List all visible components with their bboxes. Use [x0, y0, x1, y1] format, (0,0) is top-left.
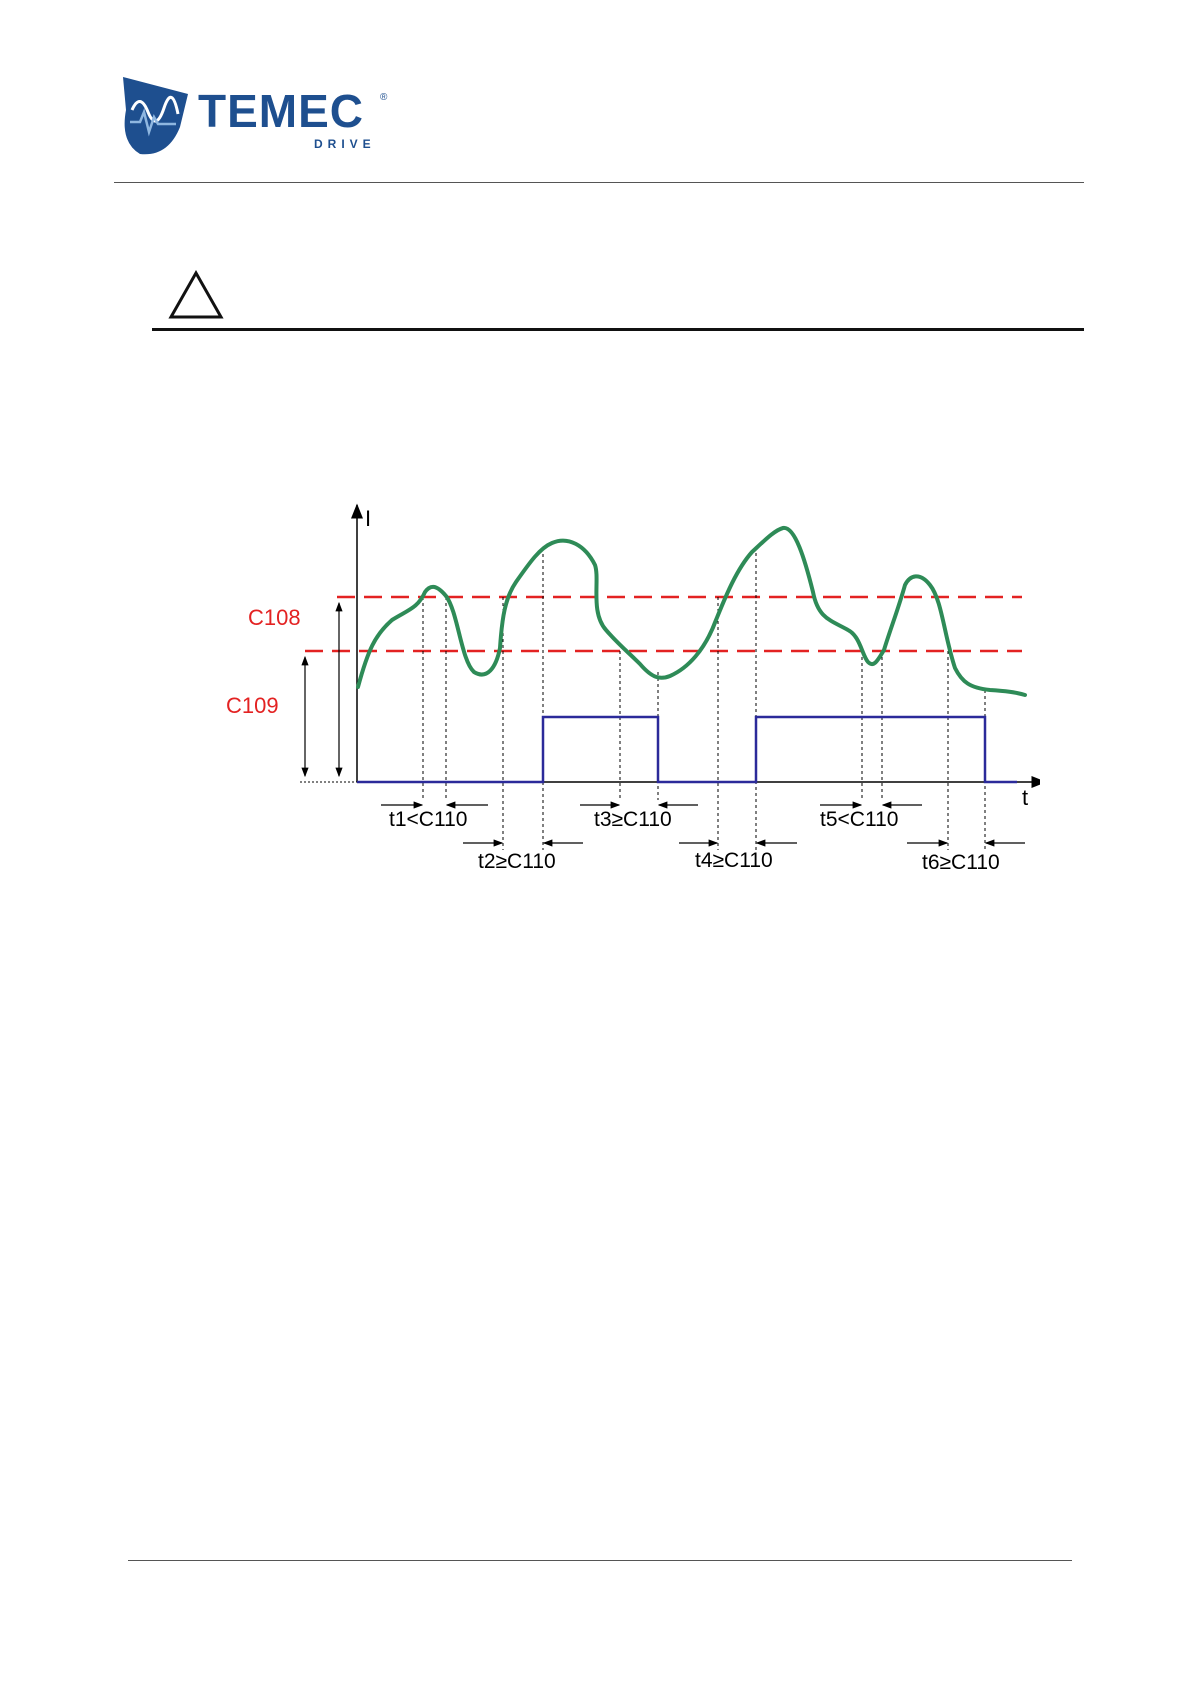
interval-t3-label: t3≥C110 [594, 808, 672, 831]
interval-t1-label: t1<C110 [389, 808, 467, 831]
logo-emblem-icon [123, 77, 188, 155]
footer-divider [128, 1560, 1072, 1561]
logo-registered-mark: ® [380, 92, 388, 103]
current-signal-trace [356, 526, 1027, 697]
output-signal-trace [357, 715, 1017, 784]
warning-heading [152, 260, 1084, 332]
interval-arrows [381, 801, 1025, 847]
interval-t2-label: t2≥C110 [478, 850, 556, 873]
current-threshold-diagram: I t C108 C109 [200, 490, 1047, 890]
threshold-c109-label: C109 [226, 693, 279, 718]
warning-triangle-icon [168, 270, 224, 319]
temec-drive-logo: TEMEC ® DRIVE [118, 72, 418, 162]
interval-t6-label: t6≥C110 [922, 851, 1000, 874]
logo-sub-text: DRIVE [314, 137, 376, 151]
threshold-c108-label: C108 [248, 605, 301, 630]
x-axis-label: t [1022, 785, 1028, 810]
logo-brand-text: TEMEC [198, 85, 364, 137]
warning-underline [152, 328, 1084, 331]
header-divider [114, 182, 1084, 183]
y-axis-label: I [365, 506, 371, 531]
interval-t5-label: t5<C110 [820, 808, 898, 831]
interval-t4-label: t4≥C110 [695, 849, 773, 872]
